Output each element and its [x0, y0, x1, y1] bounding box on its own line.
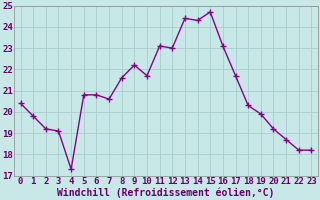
X-axis label: Windchill (Refroidissement éolien,°C): Windchill (Refroidissement éolien,°C): [57, 187, 275, 198]
